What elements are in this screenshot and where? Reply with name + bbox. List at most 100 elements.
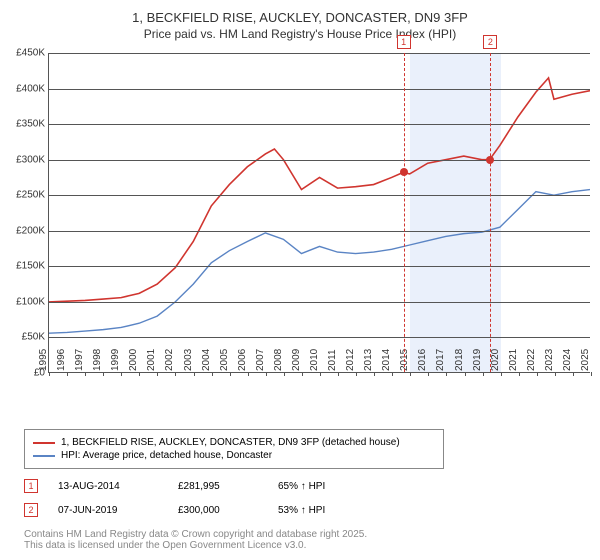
event-marker-box: 2 <box>483 35 497 49</box>
x-tick-label: 2008 <box>273 349 284 371</box>
event-vline <box>404 53 405 372</box>
title-address: 1, BECKFIELD RISE, AUCKLEY, DONCASTER, D… <box>0 10 600 25</box>
y-tick-label: £100K <box>1 296 45 307</box>
x-tick-label: 2010 <box>309 349 320 371</box>
legend-swatch-icon <box>33 442 55 444</box>
series-line-hpi <box>49 190 590 334</box>
x-tick-mark <box>356 372 357 376</box>
x-tick-label: 2002 <box>164 349 175 371</box>
plot-region: £0£50K£100K£150K£200K£250K£300K£350K£400… <box>48 53 590 373</box>
legend-label: HPI: Average price, detached house, Donc… <box>61 450 272 461</box>
x-tick-mark <box>428 372 429 376</box>
x-tick-label: 2005 <box>219 349 230 371</box>
x-tick-mark <box>465 372 466 376</box>
y-tick-label: £350K <box>1 119 45 130</box>
sale-price: £281,995 <box>178 481 258 492</box>
x-tick-mark <box>537 372 538 376</box>
x-tick-mark <box>338 372 339 376</box>
sale-row: 1 13-AUG-2014 £281,995 65% ↑ HPI <box>24 479 590 493</box>
y-gridline <box>49 302 590 303</box>
y-tick-label: £50K <box>1 332 45 343</box>
y-gridline <box>49 89 590 90</box>
x-tick-mark <box>194 372 195 376</box>
sale-delta: 53% ↑ HPI <box>278 505 325 516</box>
y-gridline <box>49 195 590 196</box>
x-tick-mark <box>573 372 574 376</box>
x-tick-label: 2021 <box>508 349 519 371</box>
x-tick-mark <box>175 372 176 376</box>
x-tick-label: 2014 <box>381 349 392 371</box>
sales-list: 113-AUG-2014£281,99565% ↑ HPI207-JUN-201… <box>24 479 590 517</box>
x-tick-label: 2023 <box>544 349 555 371</box>
y-tick-label: £250K <box>1 190 45 201</box>
x-tick-mark <box>121 372 122 376</box>
x-tick-mark <box>230 372 231 376</box>
x-tick-mark <box>67 372 68 376</box>
x-tick-mark <box>284 372 285 376</box>
sale-marker-dot <box>400 168 408 176</box>
footer-line: Contains HM Land Registry data © Crown c… <box>24 529 590 540</box>
y-tick-label: £200K <box>1 225 45 236</box>
x-tick-label: 2015 <box>399 349 410 371</box>
y-tick-label: £150K <box>1 261 45 272</box>
x-tick-label: 2000 <box>128 349 139 371</box>
x-tick-mark <box>555 372 556 376</box>
sale-price: £300,000 <box>178 505 258 516</box>
x-tick-label: 1998 <box>92 349 103 371</box>
x-tick-label: 1995 <box>38 349 49 371</box>
legend-row: HPI: Average price, detached house, Donc… <box>33 450 435 461</box>
x-tick-mark <box>446 372 447 376</box>
legend-label: 1, BECKFIELD RISE, AUCKLEY, DONCASTER, D… <box>61 437 400 448</box>
x-tick-label: 2009 <box>291 349 302 371</box>
event-vline <box>490 53 491 372</box>
chart-titles: 1, BECKFIELD RISE, AUCKLEY, DONCASTER, D… <box>0 10 600 41</box>
x-tick-label: 2011 <box>327 349 338 371</box>
event-marker-box: 1 <box>397 35 411 49</box>
x-tick-label: 2003 <box>182 349 193 371</box>
sale-index-box: 1 <box>24 479 38 493</box>
x-tick-label: 2007 <box>255 349 266 371</box>
x-tick-mark <box>302 372 303 376</box>
sale-row: 207-JUN-2019£300,00053% ↑ HPI <box>24 503 590 517</box>
sale-marker-dot <box>486 156 494 164</box>
legend-box: 1, BECKFIELD RISE, AUCKLEY, DONCASTER, D… <box>24 429 444 469</box>
y-tick-label: £300K <box>1 154 45 165</box>
y-gridline <box>49 266 590 267</box>
footer-line: This data is licensed under the Open Gov… <box>24 540 590 551</box>
x-tick-mark <box>49 372 50 376</box>
x-tick-label: 2016 <box>417 349 428 371</box>
footer-attribution: Contains HM Land Registry data © Crown c… <box>24 529 590 551</box>
chart-area: £0£50K£100K£150K£200K£250K£300K£350K£400… <box>48 53 590 393</box>
x-tick-label: 2025 <box>580 349 591 371</box>
title-subtitle: Price paid vs. HM Land Registry's House … <box>0 27 600 41</box>
x-tick-label: 2019 <box>471 349 482 371</box>
y-tick-label: £450K <box>1 48 45 59</box>
y-gridline <box>49 160 590 161</box>
x-tick-mark <box>320 372 321 376</box>
x-tick-mark <box>157 372 158 376</box>
x-tick-mark <box>248 372 249 376</box>
sale-index-box: 2 <box>24 503 38 517</box>
x-tick-label: 2017 <box>435 349 446 371</box>
x-tick-mark <box>591 372 592 376</box>
sale-date: 13-AUG-2014 <box>58 481 158 492</box>
x-tick-mark <box>139 372 140 376</box>
x-tick-label: 2004 <box>200 349 211 371</box>
x-tick-mark <box>392 372 393 376</box>
x-tick-mark <box>519 372 520 376</box>
y-gridline <box>49 53 590 54</box>
x-tick-mark <box>501 372 502 376</box>
x-tick-mark <box>410 372 411 376</box>
x-tick-mark <box>212 372 213 376</box>
x-tick-mark <box>85 372 86 376</box>
y-gridline <box>49 124 590 125</box>
below-chart: 1, BECKFIELD RISE, AUCKLEY, DONCASTER, D… <box>24 429 590 517</box>
series-line-price_paid <box>49 78 590 302</box>
x-tick-label: 1996 <box>56 349 67 371</box>
sale-delta: 65% ↑ HPI <box>278 481 325 492</box>
chart-container: 1, BECKFIELD RISE, AUCKLEY, DONCASTER, D… <box>0 0 600 560</box>
x-tick-label: 2018 <box>453 349 464 371</box>
y-gridline <box>49 231 590 232</box>
x-tick-mark <box>103 372 104 376</box>
y-tick-label: £400K <box>1 83 45 94</box>
